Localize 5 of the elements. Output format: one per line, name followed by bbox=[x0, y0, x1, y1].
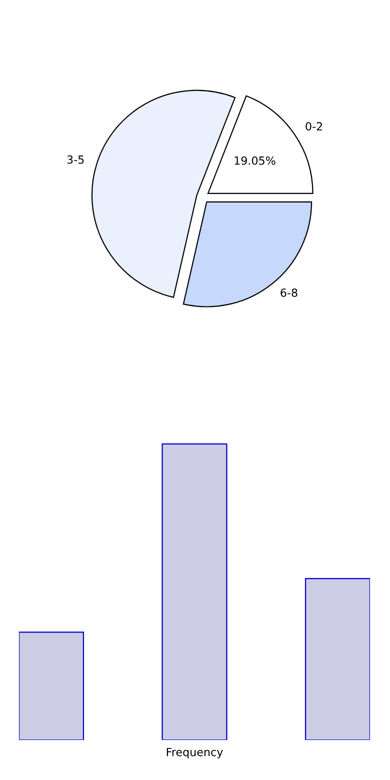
slice-label: 6-8 bbox=[280, 288, 298, 297]
slice-label: 0-2 bbox=[306, 122, 322, 131]
x-axis-title: Frequency bbox=[166, 748, 223, 758]
data-label: 19.05% bbox=[234, 156, 276, 165]
slice-label: 3-5 bbox=[67, 155, 84, 164]
